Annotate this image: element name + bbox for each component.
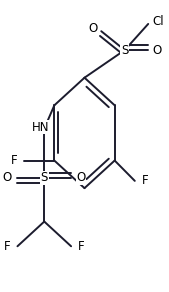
Text: F: F — [141, 174, 148, 187]
Text: F: F — [78, 240, 84, 253]
Text: O: O — [152, 44, 161, 57]
Text: O: O — [3, 171, 12, 185]
Text: S: S — [121, 44, 128, 57]
Text: S: S — [41, 171, 48, 185]
Text: F: F — [11, 154, 17, 167]
Text: Cl: Cl — [152, 15, 164, 27]
Text: HN: HN — [32, 121, 50, 134]
Text: F: F — [4, 240, 11, 253]
Text: O: O — [77, 171, 86, 185]
Text: O: O — [88, 22, 98, 35]
